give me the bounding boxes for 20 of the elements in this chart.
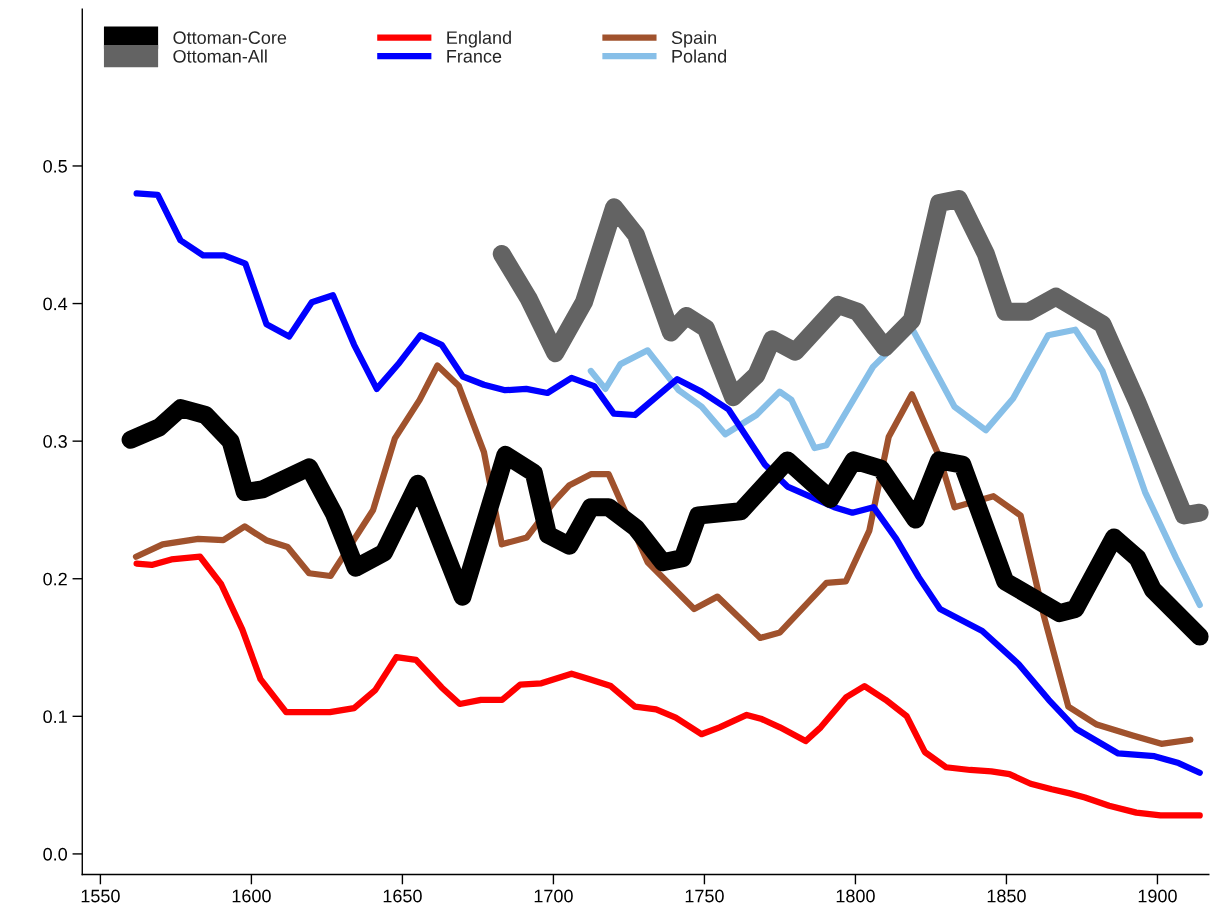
legend-label: England (447, 30, 511, 48)
y-tick-label: 0.2 (43, 572, 67, 586)
x-tick-label: 1650 (383, 889, 422, 903)
x-tick-label: 1600 (232, 889, 271, 903)
x-tick-label: 1850 (987, 889, 1026, 903)
y-tick-label: 0.5 (43, 159, 67, 173)
legend-label: France (447, 50, 502, 63)
x-tick-label: 1750 (685, 889, 724, 903)
y-tick-label: 0.3 (43, 435, 67, 448)
x-tick-label: 1800 (836, 889, 875, 903)
y-tick-label: 0.0 (43, 847, 67, 861)
x-tick-label: 1700 (534, 889, 573, 903)
x-tick-label: 1550 (81, 889, 120, 903)
legend-label: Ottoman-Core (173, 31, 287, 45)
y-tick-label: 0.1 (43, 710, 67, 724)
x-tick-label: 1900 (1138, 889, 1177, 903)
y-tick-label: 0.4 (43, 297, 68, 311)
legend-label: Ottoman-All (173, 49, 267, 63)
legend-label: Spain (671, 30, 716, 48)
legend-label: Poland (672, 49, 727, 63)
